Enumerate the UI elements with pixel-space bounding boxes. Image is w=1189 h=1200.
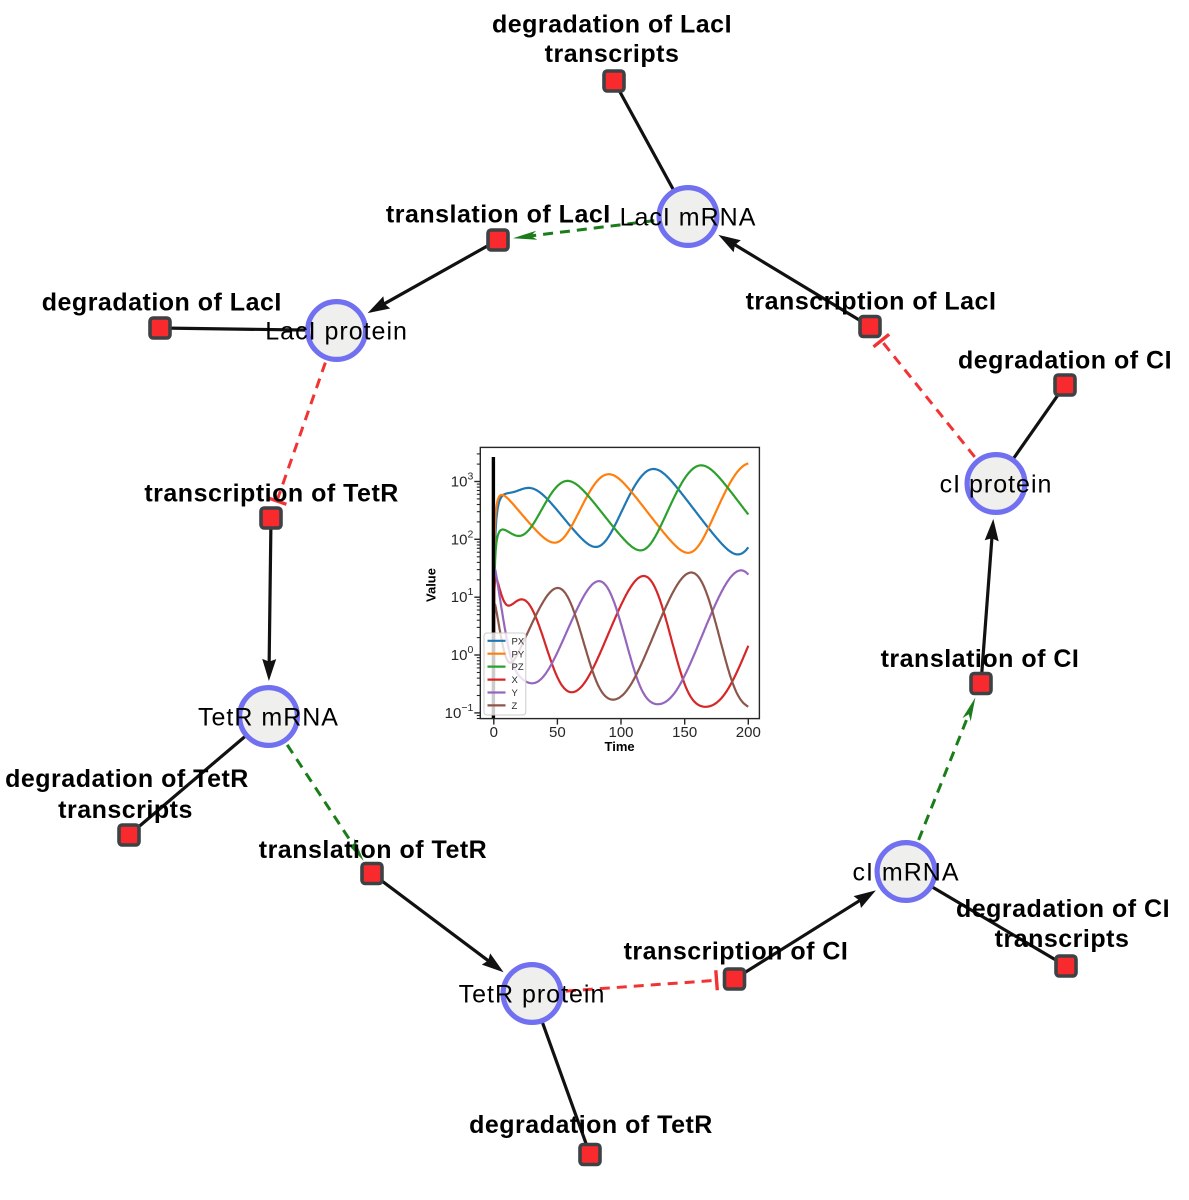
svg-text:transcripts: transcripts: [545, 40, 680, 68]
svg-text:LacI protein: LacI protein: [265, 318, 408, 346]
svg-text:Z: Z: [512, 701, 518, 712]
svg-text:Time: Time: [605, 739, 635, 754]
svg-text:transcription of LacI: transcription of LacI: [746, 287, 997, 315]
svg-text:transcripts: transcripts: [995, 925, 1130, 953]
svg-text:degradation of TetR: degradation of TetR: [469, 1111, 713, 1139]
svg-text:degradation of LacI: degradation of LacI: [42, 289, 282, 317]
svg-text:200: 200: [736, 724, 761, 741]
svg-text:degradation of CI: degradation of CI: [958, 347, 1172, 375]
svg-text:0: 0: [490, 724, 498, 741]
svg-text:Y: Y: [512, 688, 519, 699]
svg-text:TetR protein: TetR protein: [459, 981, 606, 1009]
svg-text:150: 150: [672, 724, 697, 741]
svg-text:translation of LacI: translation of LacI: [386, 200, 611, 228]
svg-text:cI mRNA: cI mRNA: [853, 859, 960, 887]
svg-text:transcription of TetR: transcription of TetR: [144, 479, 398, 507]
svg-text:PX: PX: [512, 636, 525, 647]
svg-text:LacI mRNA: LacI mRNA: [620, 204, 757, 232]
svg-text:100: 100: [608, 724, 633, 741]
svg-text:PY: PY: [512, 649, 525, 660]
svg-text:transcription of CI: transcription of CI: [624, 937, 849, 965]
svg-text:degradation of CI: degradation of CI: [956, 895, 1170, 923]
svg-text:Value: Value: [424, 568, 439, 602]
svg-text:transcripts: transcripts: [58, 796, 193, 824]
svg-text:TetR mRNA: TetR mRNA: [198, 704, 339, 732]
svg-text:cI protein: cI protein: [940, 471, 1053, 499]
svg-text:50: 50: [549, 724, 566, 741]
svg-text:PZ: PZ: [512, 662, 524, 673]
svg-text:degradation of LacI: degradation of LacI: [492, 11, 732, 39]
svg-text:degradation of TetR: degradation of TetR: [5, 765, 249, 793]
svg-text:translation of TetR: translation of TetR: [259, 836, 487, 864]
svg-text:X: X: [512, 675, 519, 686]
svg-text:translation of CI: translation of CI: [881, 645, 1080, 673]
